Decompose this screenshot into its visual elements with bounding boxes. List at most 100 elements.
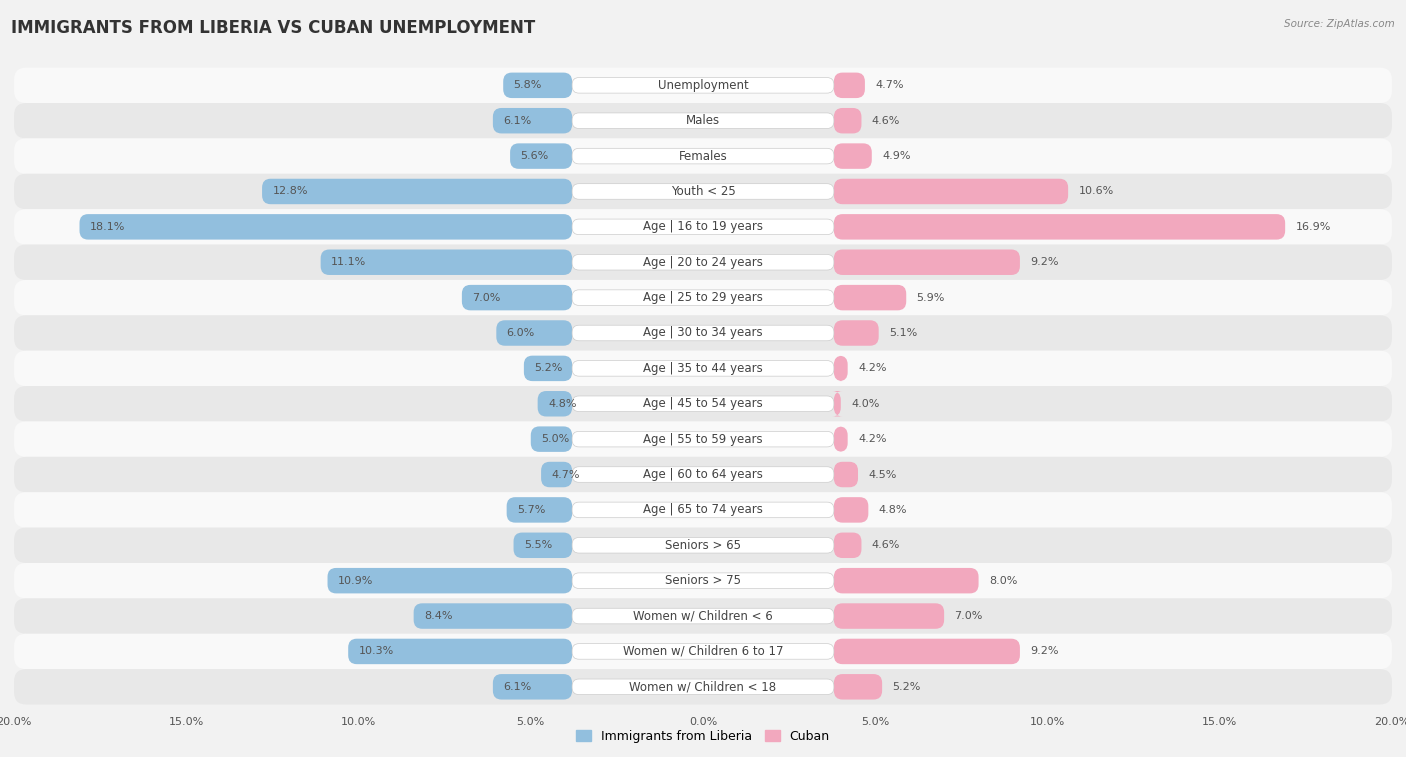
FancyBboxPatch shape	[834, 603, 945, 629]
FancyBboxPatch shape	[572, 360, 834, 376]
Text: 4.7%: 4.7%	[875, 80, 904, 90]
FancyBboxPatch shape	[14, 139, 1392, 174]
FancyBboxPatch shape	[524, 356, 572, 381]
FancyBboxPatch shape	[494, 108, 572, 133]
Text: Age | 65 to 74 years: Age | 65 to 74 years	[643, 503, 763, 516]
FancyBboxPatch shape	[572, 431, 834, 447]
FancyBboxPatch shape	[834, 214, 1285, 239]
FancyBboxPatch shape	[14, 456, 1392, 492]
FancyBboxPatch shape	[834, 426, 848, 452]
FancyBboxPatch shape	[834, 674, 882, 699]
FancyBboxPatch shape	[834, 250, 1019, 275]
FancyBboxPatch shape	[494, 674, 572, 699]
FancyBboxPatch shape	[537, 391, 572, 416]
FancyBboxPatch shape	[14, 528, 1392, 563]
Text: 9.2%: 9.2%	[1031, 646, 1059, 656]
Text: Seniors > 65: Seniors > 65	[665, 539, 741, 552]
Text: 5.2%: 5.2%	[534, 363, 562, 373]
Text: 5.6%: 5.6%	[520, 151, 548, 161]
FancyBboxPatch shape	[506, 497, 572, 522]
FancyBboxPatch shape	[834, 568, 979, 593]
Text: Source: ZipAtlas.com: Source: ZipAtlas.com	[1284, 19, 1395, 29]
Text: 9.2%: 9.2%	[1031, 257, 1059, 267]
FancyBboxPatch shape	[572, 537, 834, 553]
Text: 8.4%: 8.4%	[425, 611, 453, 621]
Text: 5.7%: 5.7%	[517, 505, 546, 515]
FancyBboxPatch shape	[14, 245, 1392, 280]
FancyBboxPatch shape	[572, 113, 834, 129]
FancyBboxPatch shape	[834, 285, 907, 310]
FancyBboxPatch shape	[834, 639, 1019, 664]
FancyBboxPatch shape	[80, 214, 572, 239]
FancyBboxPatch shape	[541, 462, 572, 488]
Text: Women w/ Children 6 to 17: Women w/ Children 6 to 17	[623, 645, 783, 658]
FancyBboxPatch shape	[834, 533, 862, 558]
Text: 6.1%: 6.1%	[503, 116, 531, 126]
FancyBboxPatch shape	[510, 143, 572, 169]
Text: Age | 60 to 64 years: Age | 60 to 64 years	[643, 468, 763, 481]
FancyBboxPatch shape	[572, 502, 834, 518]
Text: 8.0%: 8.0%	[988, 575, 1018, 586]
FancyBboxPatch shape	[834, 108, 862, 133]
Text: Age | 30 to 34 years: Age | 30 to 34 years	[643, 326, 763, 339]
Text: Females: Females	[679, 150, 727, 163]
Text: 5.0%: 5.0%	[541, 435, 569, 444]
FancyBboxPatch shape	[321, 250, 572, 275]
FancyBboxPatch shape	[496, 320, 572, 346]
FancyBboxPatch shape	[14, 634, 1392, 669]
FancyBboxPatch shape	[531, 426, 572, 452]
FancyBboxPatch shape	[834, 497, 869, 522]
FancyBboxPatch shape	[14, 386, 1392, 422]
FancyBboxPatch shape	[14, 669, 1392, 705]
FancyBboxPatch shape	[834, 179, 1069, 204]
FancyBboxPatch shape	[832, 391, 842, 416]
Text: 11.1%: 11.1%	[330, 257, 366, 267]
Text: 4.8%: 4.8%	[879, 505, 907, 515]
FancyBboxPatch shape	[14, 316, 1392, 350]
FancyBboxPatch shape	[14, 563, 1392, 598]
Text: 5.5%: 5.5%	[524, 540, 553, 550]
FancyBboxPatch shape	[572, 396, 834, 412]
Text: 10.3%: 10.3%	[359, 646, 394, 656]
Text: 4.6%: 4.6%	[872, 116, 900, 126]
FancyBboxPatch shape	[572, 326, 834, 341]
FancyBboxPatch shape	[503, 73, 572, 98]
FancyBboxPatch shape	[262, 179, 572, 204]
FancyBboxPatch shape	[834, 462, 858, 488]
Text: Age | 35 to 44 years: Age | 35 to 44 years	[643, 362, 763, 375]
Text: Unemployment: Unemployment	[658, 79, 748, 92]
FancyBboxPatch shape	[513, 533, 572, 558]
FancyBboxPatch shape	[572, 573, 834, 588]
FancyBboxPatch shape	[572, 184, 834, 199]
FancyBboxPatch shape	[572, 77, 834, 93]
FancyBboxPatch shape	[834, 73, 865, 98]
FancyBboxPatch shape	[572, 609, 834, 624]
Text: Age | 20 to 24 years: Age | 20 to 24 years	[643, 256, 763, 269]
FancyBboxPatch shape	[14, 598, 1392, 634]
Text: Youth < 25: Youth < 25	[671, 185, 735, 198]
Text: 7.0%: 7.0%	[955, 611, 983, 621]
Text: 4.0%: 4.0%	[851, 399, 880, 409]
FancyBboxPatch shape	[572, 219, 834, 235]
Text: 4.8%: 4.8%	[548, 399, 576, 409]
Legend: Immigrants from Liberia, Cuban: Immigrants from Liberia, Cuban	[571, 724, 835, 748]
Text: 7.0%: 7.0%	[472, 293, 501, 303]
FancyBboxPatch shape	[14, 350, 1392, 386]
Text: Males: Males	[686, 114, 720, 127]
FancyBboxPatch shape	[14, 209, 1392, 245]
Text: Age | 16 to 19 years: Age | 16 to 19 years	[643, 220, 763, 233]
FancyBboxPatch shape	[14, 67, 1392, 103]
Text: IMMIGRANTS FROM LIBERIA VS CUBAN UNEMPLOYMENT: IMMIGRANTS FROM LIBERIA VS CUBAN UNEMPLO…	[11, 19, 536, 37]
Text: 5.9%: 5.9%	[917, 293, 945, 303]
FancyBboxPatch shape	[834, 320, 879, 346]
Text: 4.2%: 4.2%	[858, 435, 887, 444]
FancyBboxPatch shape	[834, 143, 872, 169]
Text: Age | 55 to 59 years: Age | 55 to 59 years	[643, 433, 763, 446]
FancyBboxPatch shape	[14, 103, 1392, 139]
FancyBboxPatch shape	[572, 148, 834, 164]
Text: Seniors > 75: Seniors > 75	[665, 574, 741, 587]
FancyBboxPatch shape	[349, 639, 572, 664]
FancyBboxPatch shape	[14, 422, 1392, 456]
Text: Age | 25 to 29 years: Age | 25 to 29 years	[643, 291, 763, 304]
Text: 4.7%: 4.7%	[551, 469, 579, 479]
